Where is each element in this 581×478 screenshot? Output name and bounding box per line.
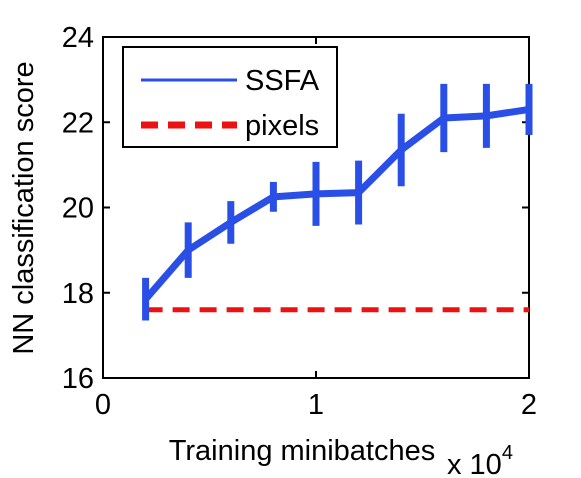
x-multiplier: x 104 [447,442,513,478]
axis-ticks: 0 1 2 16 18 20 22 24 [62,22,537,421]
x-tick-label: 1 [308,389,324,421]
y-axis-label: NN classification score [8,61,40,354]
x-tick-label: 2 [521,389,537,421]
y-tick-label: 20 [62,193,94,225]
legend-label-pixels: pixels [245,110,319,142]
legend-box [122,46,338,148]
y-tick-label: 18 [62,278,94,310]
y-tick-label: 22 [62,107,94,139]
x-tick-label: 0 [95,389,111,421]
series-line-ssfa [142,106,530,302]
x-multiplier-exponent: 4 [502,442,513,464]
y-tick-label: 16 [62,363,94,395]
y-tick-label: 24 [62,22,94,54]
legend-label-ssfa: SSFA [245,65,320,97]
legend: SSFA pixels [122,46,338,148]
series-layer [142,83,533,321]
x-multiplier-base: x 10 [447,449,502,478]
x-axis-label: Training minibatches [169,435,436,467]
